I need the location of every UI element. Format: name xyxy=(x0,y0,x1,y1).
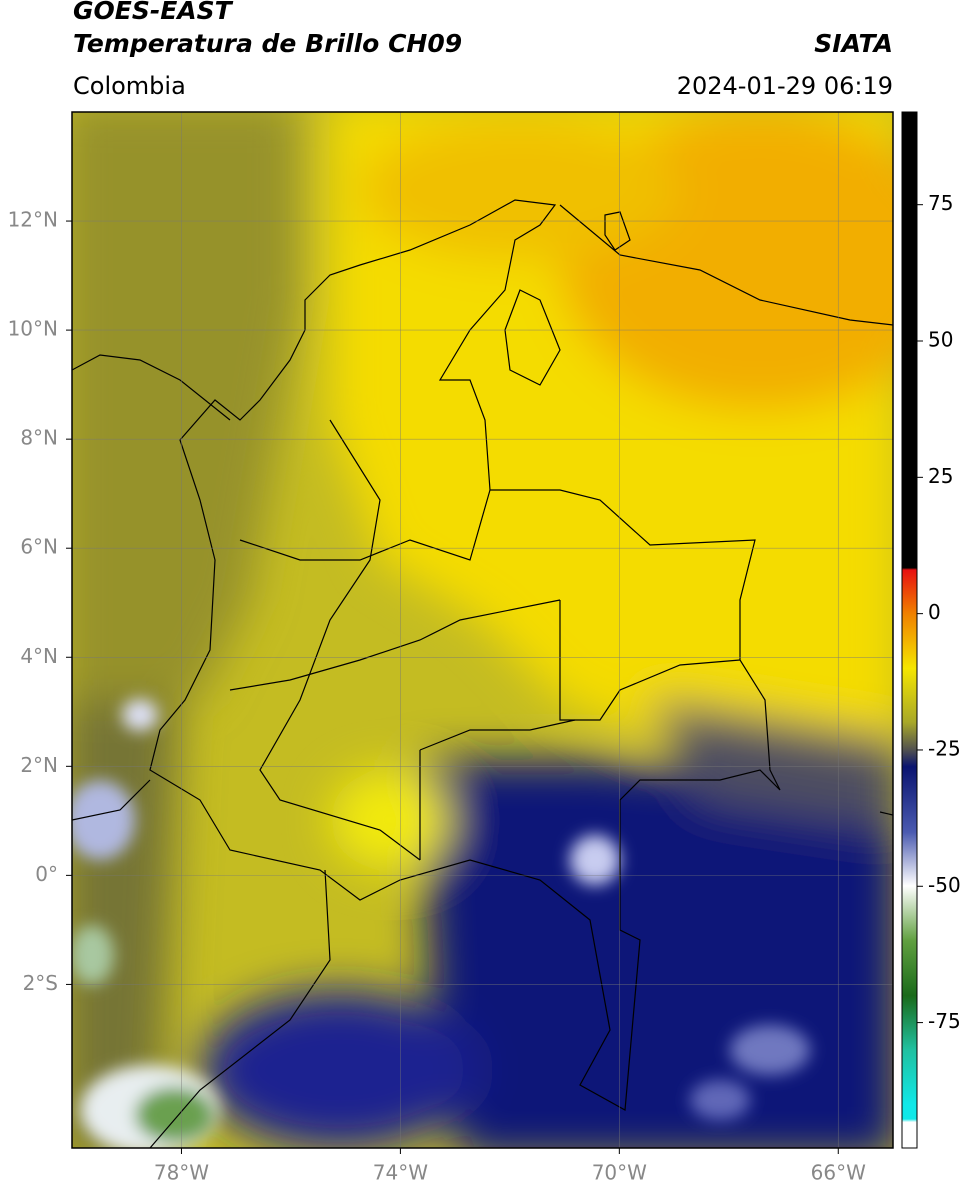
colorbar-tick-label: -75 xyxy=(928,1009,961,1033)
colorbar-tick-label: 75 xyxy=(928,191,953,215)
colorbar-tick-label: -50 xyxy=(928,873,961,897)
x-tick-label: 70°W xyxy=(592,1161,647,1185)
x-tick-label: 66°W xyxy=(811,1161,866,1185)
y-tick-label: 0° xyxy=(35,862,58,886)
x-tick-label: 78°W xyxy=(154,1161,209,1185)
colorbar-tick-label: 25 xyxy=(928,464,953,488)
colorbar-tick-label: 0 xyxy=(928,600,941,624)
colorbar-tick-label: 50 xyxy=(928,328,953,352)
map-frame xyxy=(71,111,894,1149)
colorbar xyxy=(901,111,918,1149)
region: Colombia xyxy=(73,72,186,100)
y-tick-label: 10°N xyxy=(8,317,58,341)
datetime: 2024-01-29 06:19 xyxy=(677,72,893,100)
grid xyxy=(72,112,893,1148)
y-tick-label: 2°S xyxy=(23,971,58,995)
y-tick-label: 2°N xyxy=(20,753,58,777)
y-tick-label: 6°N xyxy=(20,535,58,559)
y-tick-label: 8°N xyxy=(20,426,58,450)
satellite-image xyxy=(72,112,893,1148)
subtitle: Temperatura de Brillo CH09 xyxy=(73,29,462,58)
source: SIATA xyxy=(814,29,893,58)
y-tick-label: 12°N xyxy=(8,208,58,232)
title: GOES-EAST xyxy=(73,0,234,25)
x-tick-label: 74°W xyxy=(373,1161,428,1185)
y-tick-label: 4°N xyxy=(20,644,58,668)
colorbar-tick-label: -25 xyxy=(928,736,961,760)
